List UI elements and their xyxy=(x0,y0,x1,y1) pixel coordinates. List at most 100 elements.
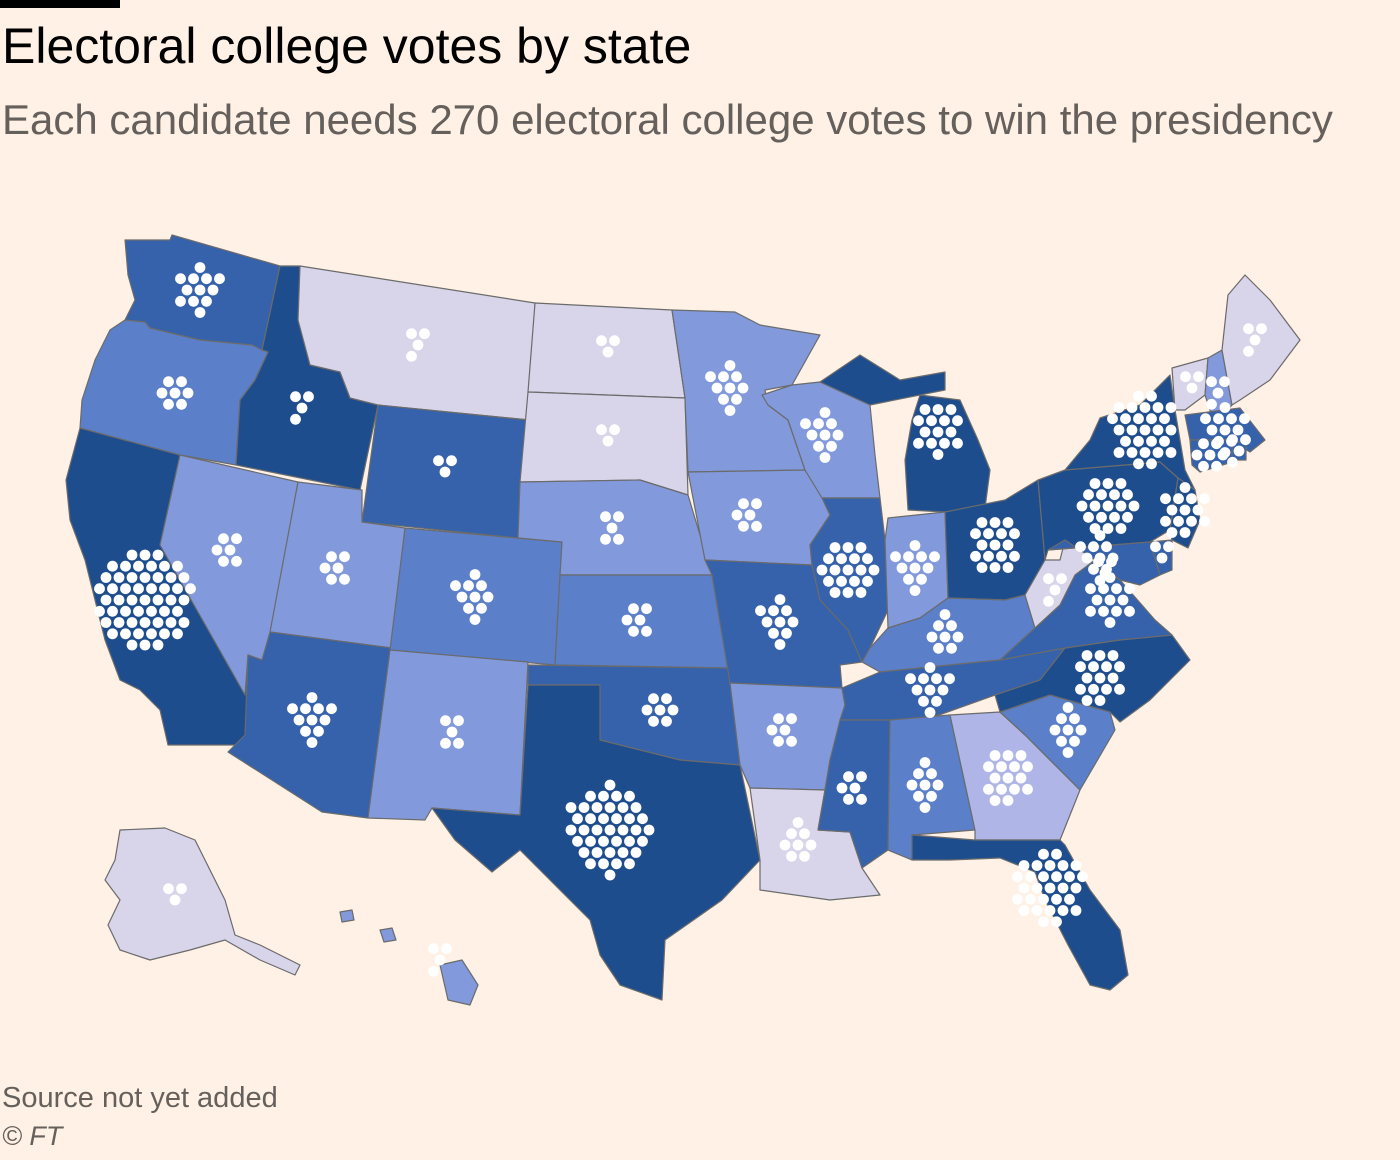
vote-dot xyxy=(1088,683,1099,695)
vote-dot xyxy=(1091,594,1103,606)
vote-dot xyxy=(731,509,743,521)
vote-dot xyxy=(306,692,318,703)
vote-dot xyxy=(604,802,616,813)
vote-dot xyxy=(933,620,944,632)
vote-dot xyxy=(946,642,957,654)
vote-dot xyxy=(970,550,981,562)
vote-dot xyxy=(224,544,236,556)
vote-dot xyxy=(120,605,131,617)
vote-dot xyxy=(1219,424,1231,436)
vote-dot xyxy=(946,620,957,632)
vote-dot xyxy=(172,605,183,617)
vote-dot xyxy=(1094,530,1106,541)
vote-dot xyxy=(611,790,622,802)
vote-dot xyxy=(970,528,981,540)
vote-dot xyxy=(1150,541,1161,553)
vote-dot xyxy=(1012,893,1023,905)
vote-dot xyxy=(786,713,797,725)
vote-dot xyxy=(945,426,957,438)
vote-dot xyxy=(1173,515,1184,527)
vote-dot xyxy=(163,883,174,895)
vote-dot xyxy=(924,707,936,718)
vote-dot xyxy=(1173,493,1184,505)
vote-dot xyxy=(766,724,778,736)
vote-dot xyxy=(120,583,131,595)
vote-dot xyxy=(933,642,944,654)
vote-dot xyxy=(152,572,164,583)
vote-dot xyxy=(823,575,834,587)
vote-dot xyxy=(1043,595,1054,607)
vote-dot xyxy=(1107,650,1119,661)
vote-dot xyxy=(1115,478,1127,489)
vote-dot xyxy=(751,520,762,532)
vote-dot xyxy=(1098,605,1109,617)
vote-dot xyxy=(731,393,742,405)
vote-dot xyxy=(932,404,944,415)
vote-dot xyxy=(996,550,1007,562)
votes-nh xyxy=(1206,376,1230,410)
vote-dot xyxy=(836,575,847,587)
vote-dot xyxy=(836,782,848,794)
vote-dot xyxy=(755,605,766,617)
vote-dot xyxy=(176,398,187,410)
vote-dot xyxy=(428,943,439,955)
vote-dot xyxy=(218,555,229,567)
votes-wa xyxy=(175,262,225,318)
vote-dot xyxy=(829,564,841,576)
vote-dot xyxy=(1186,515,1197,527)
vote-dot xyxy=(628,625,639,637)
vote-dot xyxy=(1025,871,1036,883)
vote-dot xyxy=(924,684,936,696)
vote-dot xyxy=(1186,493,1197,505)
vote-dot xyxy=(1015,750,1027,761)
vote-dot xyxy=(434,954,446,966)
vote-dot xyxy=(996,783,1007,795)
vote-dot xyxy=(862,553,873,565)
vote-dot xyxy=(1094,695,1106,706)
vote-dot xyxy=(792,817,804,828)
vote-dot xyxy=(178,572,190,583)
vote-dot xyxy=(1133,413,1144,425)
vote-dot xyxy=(913,768,924,780)
vote-dot xyxy=(1243,345,1254,357)
vote-dot xyxy=(207,284,219,296)
votes-ak xyxy=(163,883,187,906)
vote-dot xyxy=(1156,552,1168,564)
vote-dot xyxy=(630,802,642,813)
vote-dot xyxy=(1120,413,1131,425)
vote-dot xyxy=(1051,916,1062,928)
vote-dot xyxy=(1152,447,1164,458)
vote-dot xyxy=(1064,871,1075,883)
votes-ct xyxy=(1191,438,1229,472)
vote-dot xyxy=(939,631,951,643)
vote-dot xyxy=(939,415,950,427)
votes-ut xyxy=(319,551,350,585)
vote-dot xyxy=(1146,413,1157,425)
vote-dot xyxy=(231,555,242,567)
vote-dot xyxy=(1106,556,1117,568)
vote-dot xyxy=(1038,871,1049,883)
vote-dot xyxy=(737,382,749,394)
vote-dot xyxy=(120,628,131,640)
vote-dot xyxy=(1166,527,1178,538)
vote-dot xyxy=(313,703,324,715)
vote-dot xyxy=(1113,447,1125,458)
vote-dot xyxy=(1093,556,1104,568)
vote-dot xyxy=(339,551,350,563)
vote-dot xyxy=(1133,435,1144,447)
vote-dot xyxy=(598,858,609,870)
vote-dot xyxy=(1089,500,1101,512)
vote-dot xyxy=(1186,382,1198,394)
vote-dot xyxy=(637,835,648,847)
vote-dot xyxy=(906,779,918,791)
vote-dot xyxy=(774,639,786,650)
vote-dot xyxy=(724,405,736,416)
vote-dot xyxy=(926,437,937,449)
votes-mn xyxy=(705,360,749,416)
vote-dot xyxy=(868,564,880,576)
vote-dot xyxy=(1109,511,1120,523)
vote-dot xyxy=(159,583,170,595)
vote-dot xyxy=(463,602,474,614)
vote-dot xyxy=(641,704,653,716)
vote-dot xyxy=(1160,515,1171,527)
